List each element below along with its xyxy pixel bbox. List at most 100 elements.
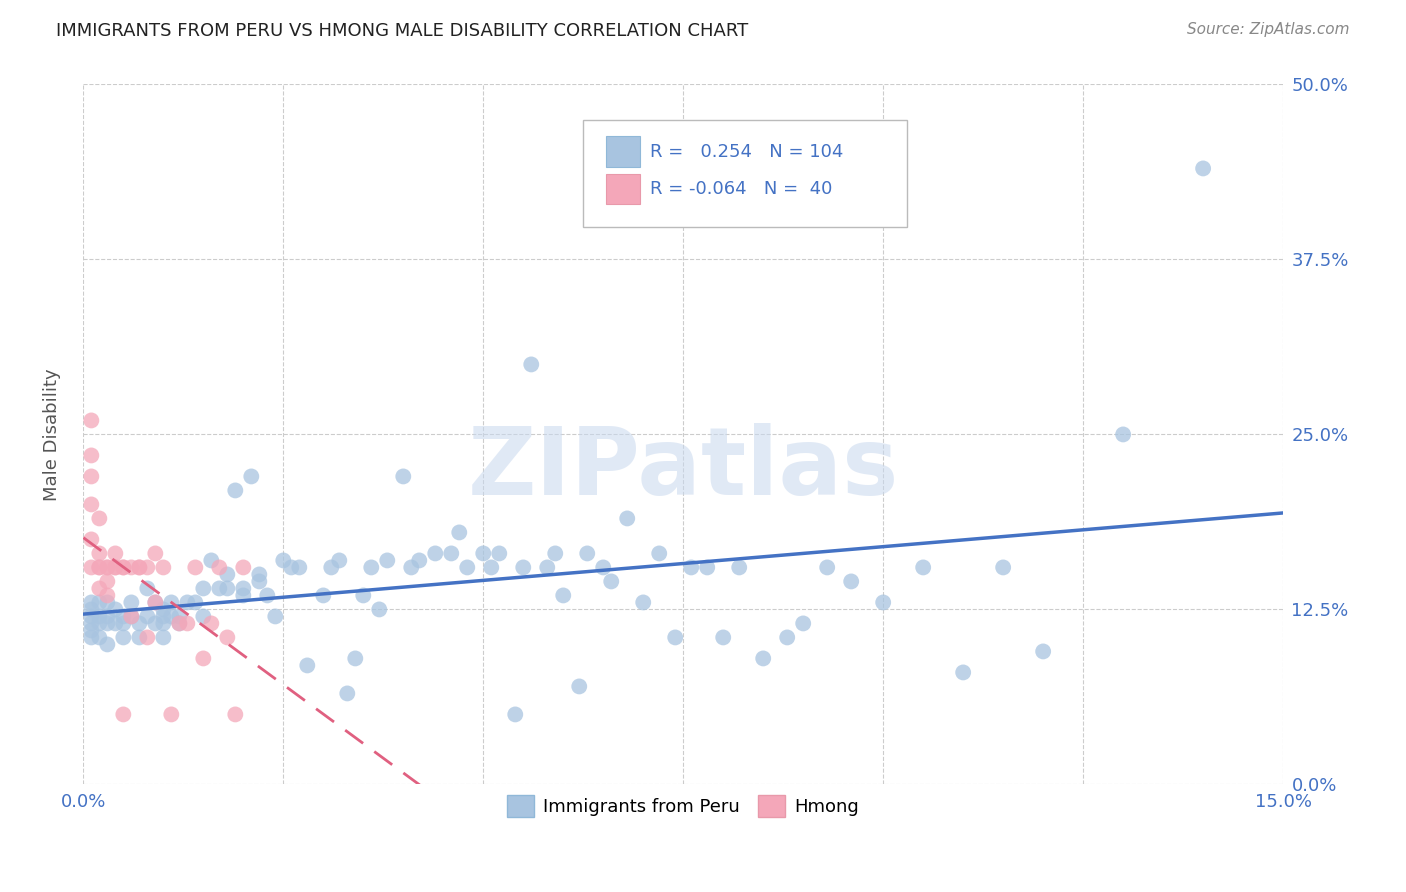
Text: Source: ZipAtlas.com: Source: ZipAtlas.com xyxy=(1187,22,1350,37)
Point xyxy=(631,595,654,609)
Point xyxy=(184,560,207,574)
Point xyxy=(80,498,103,512)
Point xyxy=(169,616,191,631)
Point xyxy=(208,560,231,574)
Point xyxy=(89,546,111,560)
Point xyxy=(240,469,263,483)
Text: R = -0.064   N =  40: R = -0.064 N = 40 xyxy=(650,180,832,198)
Point xyxy=(184,595,207,609)
Point xyxy=(104,560,127,574)
Point xyxy=(96,574,118,589)
Point xyxy=(600,574,623,589)
Point xyxy=(776,631,799,645)
Point xyxy=(344,651,367,665)
Point xyxy=(80,533,103,547)
Point xyxy=(217,582,239,596)
Point xyxy=(89,616,111,631)
Point xyxy=(80,609,103,624)
Point xyxy=(553,589,575,603)
Point xyxy=(232,589,254,603)
Point xyxy=(89,560,111,574)
Point xyxy=(456,560,478,574)
Text: R =   0.254   N = 104: R = 0.254 N = 104 xyxy=(650,143,844,161)
Point xyxy=(104,560,127,574)
Point xyxy=(991,560,1014,574)
Point xyxy=(152,631,174,645)
Point xyxy=(160,609,183,624)
Point xyxy=(89,595,111,609)
Point xyxy=(280,560,302,574)
Point xyxy=(193,582,215,596)
Text: IMMIGRANTS FROM PERU VS HMONG MALE DISABILITY CORRELATION CHART: IMMIGRANTS FROM PERU VS HMONG MALE DISAB… xyxy=(56,22,748,40)
Point xyxy=(89,609,111,624)
Point xyxy=(711,631,734,645)
Point xyxy=(160,595,183,609)
Point xyxy=(80,616,103,631)
Point xyxy=(792,616,814,631)
Point xyxy=(104,546,127,560)
Point xyxy=(664,631,686,645)
Point xyxy=(912,560,935,574)
Point xyxy=(112,616,135,631)
Point xyxy=(200,553,222,567)
Point xyxy=(120,609,142,624)
Point xyxy=(112,707,135,722)
Point xyxy=(80,631,103,645)
Point xyxy=(120,560,142,574)
Point xyxy=(112,609,135,624)
Point xyxy=(247,567,270,582)
Y-axis label: Male Disability: Male Disability xyxy=(44,368,60,500)
Point xyxy=(728,560,751,574)
Point xyxy=(96,609,118,624)
Point xyxy=(208,582,231,596)
Point xyxy=(96,595,118,609)
Point xyxy=(152,616,174,631)
Point xyxy=(752,651,775,665)
Point xyxy=(449,525,471,540)
Point xyxy=(143,546,166,560)
Point xyxy=(520,358,543,372)
Point xyxy=(169,616,191,631)
Point xyxy=(1112,427,1135,442)
Point xyxy=(96,616,118,631)
Point xyxy=(616,511,638,525)
Point xyxy=(368,602,391,616)
Point xyxy=(247,574,270,589)
Point xyxy=(544,546,567,560)
Point xyxy=(1032,644,1054,658)
Point xyxy=(128,560,150,574)
Point xyxy=(120,609,142,624)
Point xyxy=(392,469,415,483)
Point xyxy=(104,602,127,616)
Point xyxy=(143,616,166,631)
Point xyxy=(264,609,287,624)
Point xyxy=(425,546,447,560)
Point xyxy=(681,560,703,574)
Point xyxy=(193,651,215,665)
Point xyxy=(169,609,191,624)
Point xyxy=(152,560,174,574)
Point xyxy=(112,560,135,574)
Point xyxy=(193,609,215,624)
Point xyxy=(80,602,103,616)
Point xyxy=(96,560,118,574)
Point xyxy=(401,560,423,574)
Point xyxy=(536,560,558,574)
Point xyxy=(160,707,183,722)
Point xyxy=(80,469,103,483)
Point xyxy=(839,574,862,589)
Point xyxy=(176,595,198,609)
Point xyxy=(89,631,111,645)
Point xyxy=(217,631,239,645)
Point xyxy=(80,449,103,463)
Point xyxy=(89,511,111,525)
Point xyxy=(217,567,239,582)
Point xyxy=(224,483,246,498)
Point xyxy=(312,589,335,603)
Point xyxy=(592,560,614,574)
Point xyxy=(200,616,222,631)
Point xyxy=(440,546,463,560)
Point xyxy=(512,560,534,574)
Point xyxy=(297,658,319,673)
Point xyxy=(89,582,111,596)
